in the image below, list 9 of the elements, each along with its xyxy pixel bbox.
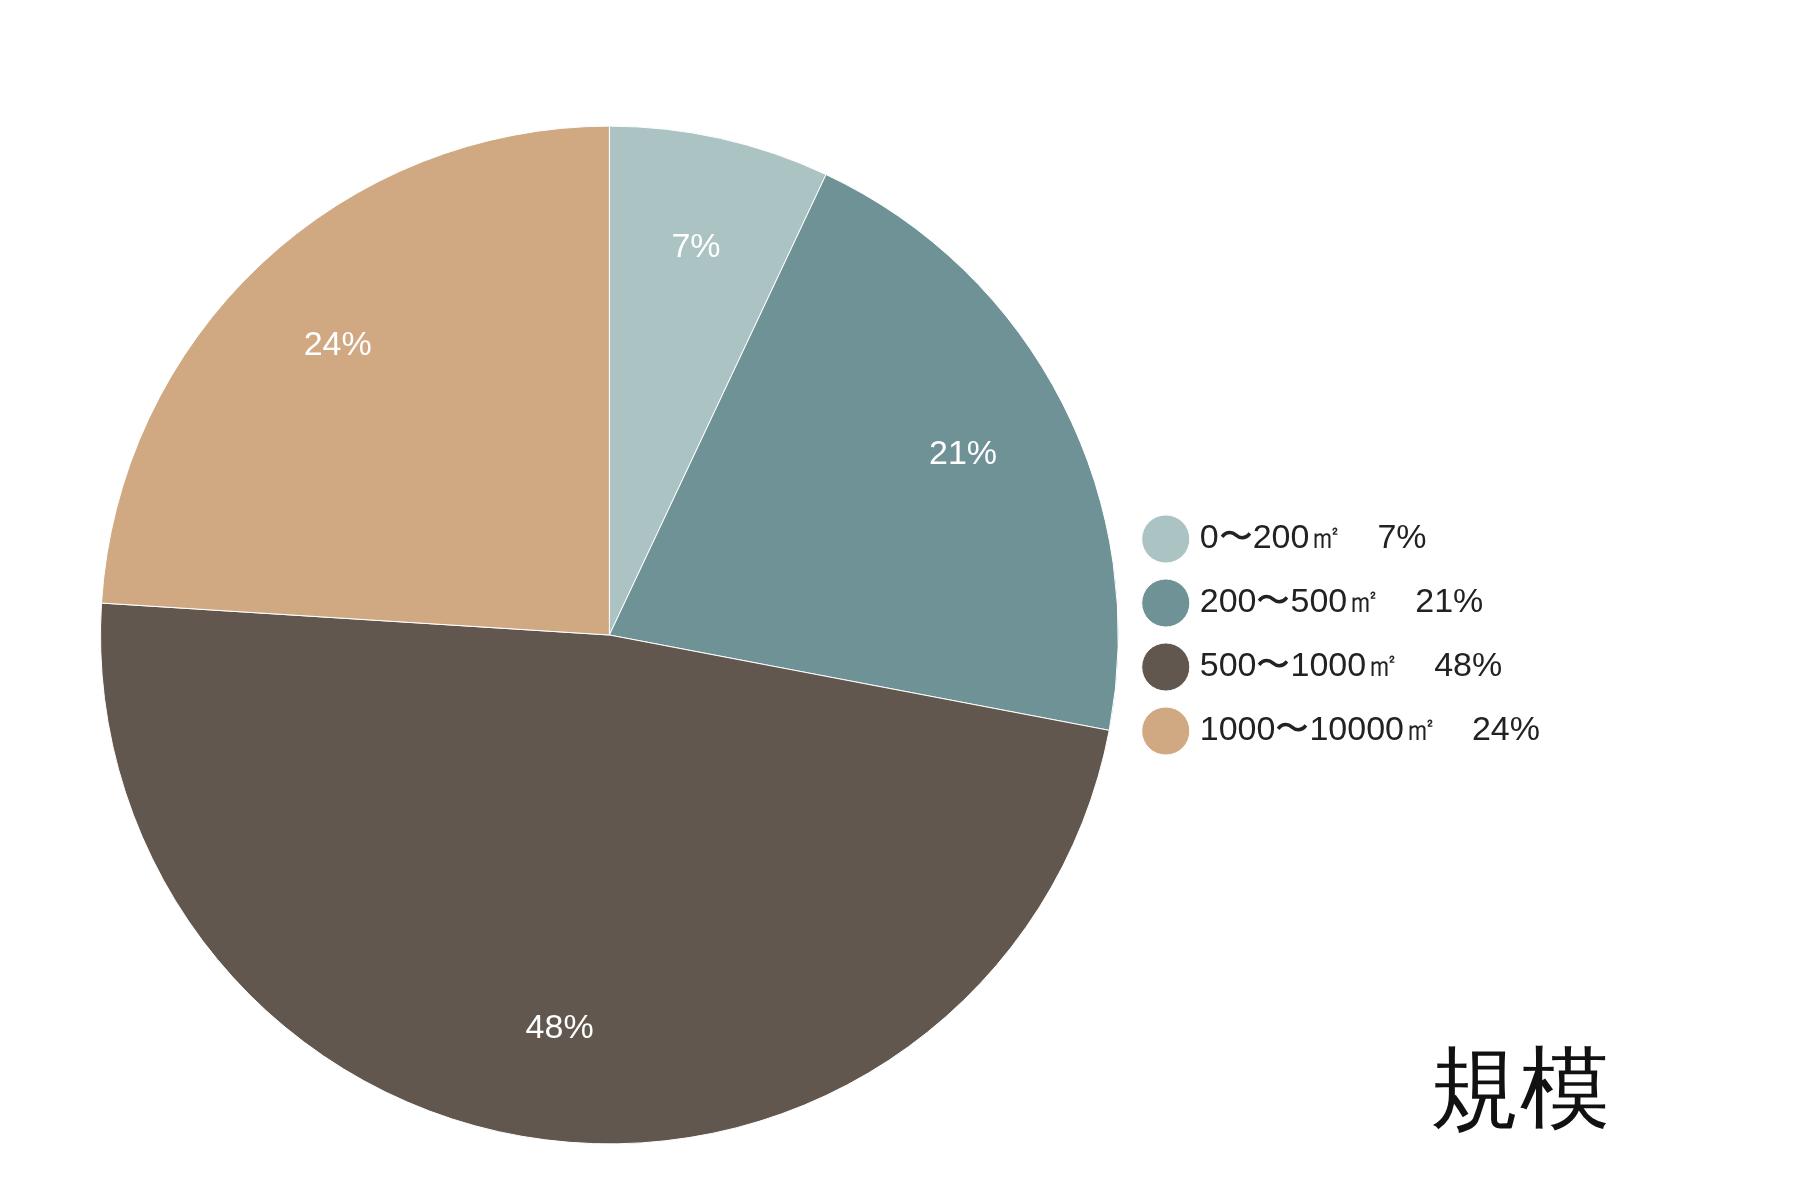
legend-label: 0〜200㎡ 7% [1199, 517, 1427, 556]
text: 規模 [1430, 1034, 1610, 1142]
legend-label: 500〜1000㎡ 48% [1199, 645, 1503, 684]
data-label: 48% [525, 1007, 594, 1046]
legend-label: 1000〜10000㎡ 24% [1199, 709, 1540, 748]
legend-label: 200〜500㎡ 21% [1199, 581, 1484, 620]
data-label: 7% [671, 226, 721, 264]
data-label: 24% [303, 324, 372, 363]
data-label: 21% [929, 433, 998, 472]
